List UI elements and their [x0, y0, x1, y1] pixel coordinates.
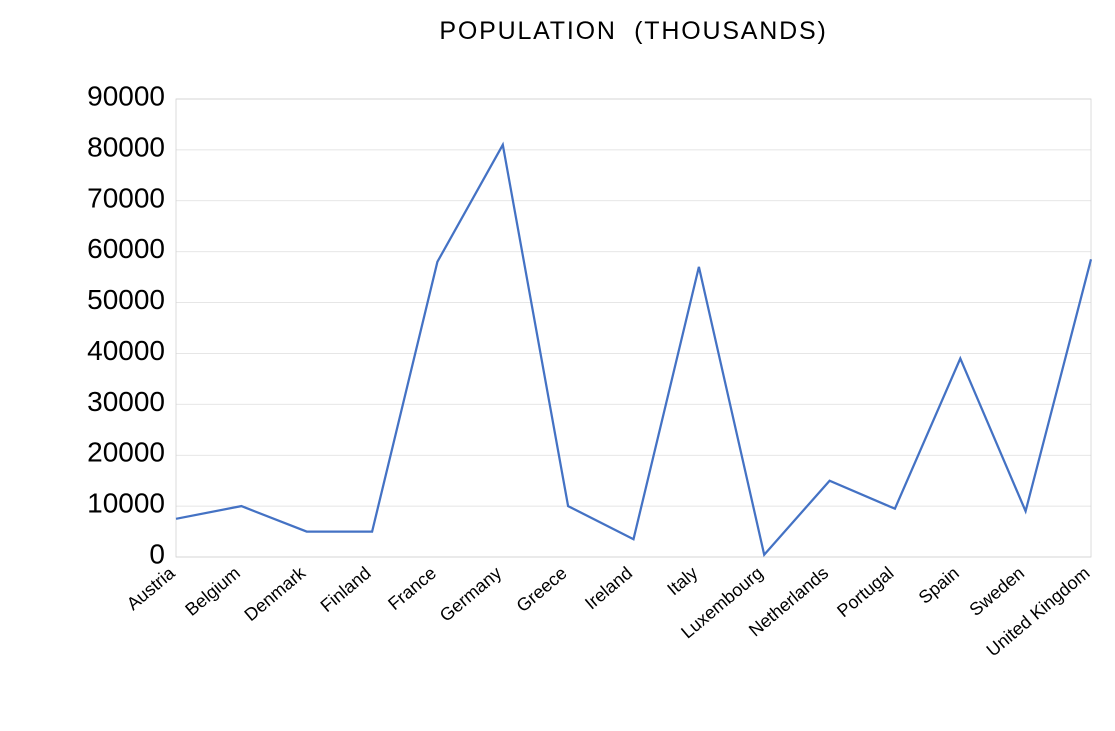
- svg-text:Denmark: Denmark: [240, 562, 310, 625]
- svg-text:Finland: Finland: [317, 563, 375, 616]
- svg-text:Portugal: Portugal: [833, 563, 897, 621]
- svg-text:20000: 20000: [87, 437, 165, 468]
- svg-text:90000: 90000: [87, 81, 165, 112]
- svg-text:Italy: Italy: [663, 563, 701, 600]
- svg-text:50000: 50000: [87, 284, 165, 315]
- svg-text:80000: 80000: [87, 131, 165, 162]
- svg-text:30000: 30000: [87, 386, 165, 417]
- svg-text:Ireland: Ireland: [581, 563, 636, 614]
- svg-text:70000: 70000: [87, 182, 165, 213]
- svg-text:10000: 10000: [87, 488, 165, 519]
- svg-text:Sweden: Sweden: [965, 563, 1028, 620]
- svg-text:40000: 40000: [87, 335, 165, 366]
- svg-text:Spain: Spain: [915, 563, 963, 608]
- svg-text:Germany: Germany: [436, 563, 506, 626]
- svg-text:Austria: Austria: [123, 562, 180, 614]
- svg-text:Belgium: Belgium: [181, 563, 244, 620]
- svg-text:Greece: Greece: [513, 563, 571, 616]
- svg-text:60000: 60000: [87, 233, 165, 264]
- svg-text:France: France: [384, 563, 440, 614]
